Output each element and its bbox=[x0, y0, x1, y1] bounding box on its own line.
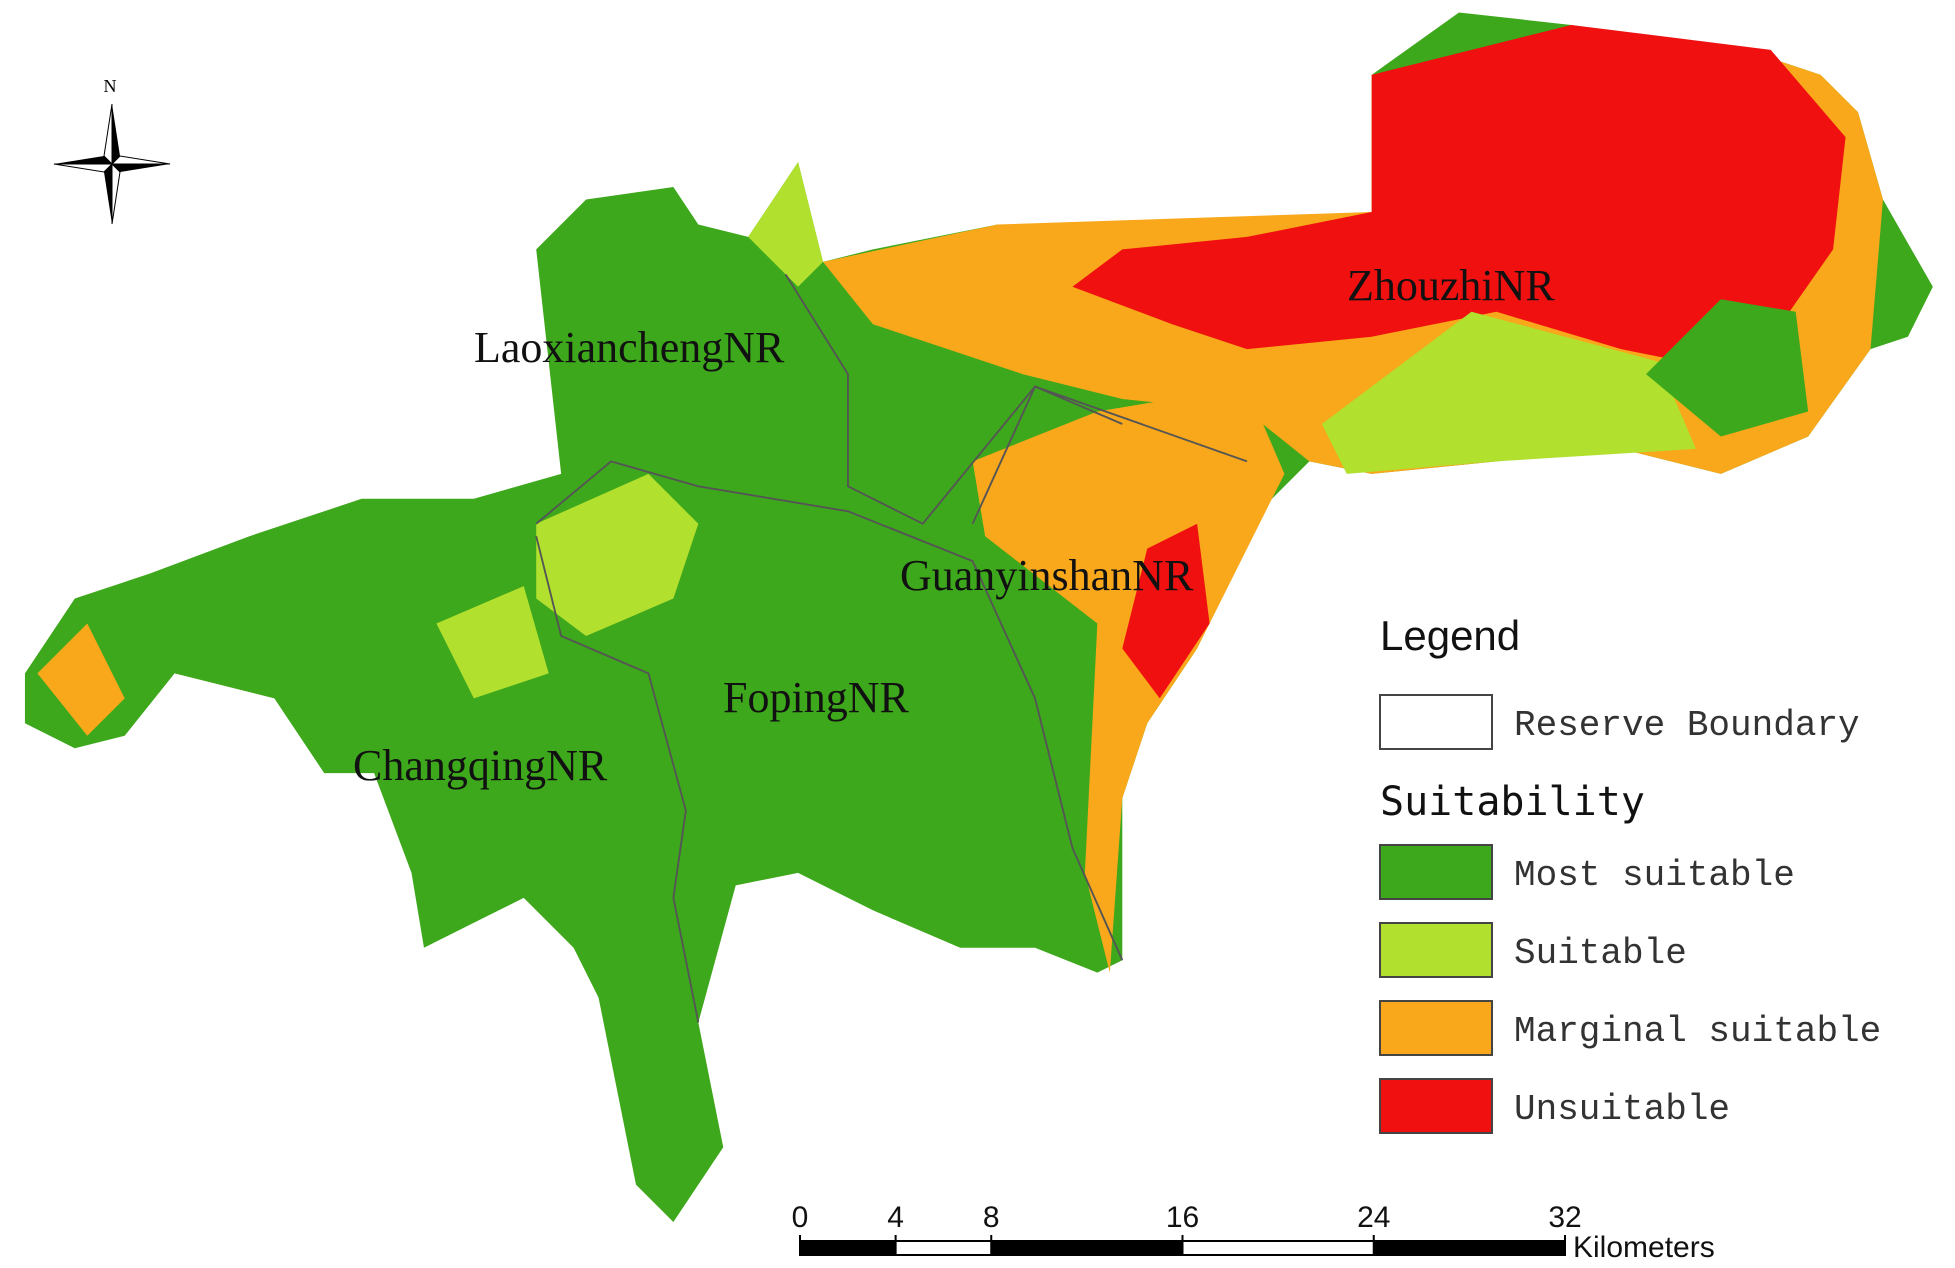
legend-label: Suitable bbox=[1514, 933, 1687, 974]
unsuitable-zone bbox=[1072, 24, 1846, 375]
reserve-label: ZhouzhiNR bbox=[1347, 261, 1555, 310]
legend-swatch bbox=[1379, 1000, 1493, 1056]
unsuitable-zone bbox=[1122, 523, 1210, 699]
arrow-part bbox=[111, 162, 121, 225]
reserve-boundary bbox=[971, 385, 1248, 525]
reserve-label: GuanyinshanNR bbox=[900, 551, 1194, 600]
legend-swatch bbox=[1379, 922, 1493, 978]
legend-swatch bbox=[1379, 1078, 1493, 1134]
legend: Legend Reserve Boundary Suitability Most… bbox=[1379, 612, 1881, 1134]
reserve-label: LaoxianchengNR bbox=[474, 323, 785, 372]
scale-tick-label: 8 bbox=[983, 1201, 1000, 1234]
legend-label: Unsuitable bbox=[1514, 1089, 1730, 1130]
legend-label: Reserve Boundary bbox=[1514, 705, 1860, 746]
reserve-boundary bbox=[784, 273, 1123, 525]
legend-swatch bbox=[1379, 694, 1493, 750]
arrow-part bbox=[54, 156, 112, 164]
legend-label: Marginal suitable bbox=[1514, 1011, 1881, 1052]
arrow-part bbox=[112, 164, 170, 172]
arrow-part bbox=[103, 103, 113, 166]
north-arrow: N bbox=[53, 76, 171, 225]
legend-label: Most suitable bbox=[1514, 855, 1795, 896]
suitable-zone bbox=[748, 162, 824, 287]
suitable-zone bbox=[1321, 311, 1696, 474]
reserve-label: FopingNR bbox=[723, 673, 909, 722]
arrow-part bbox=[110, 155, 171, 165]
reserve-boundaries bbox=[535, 273, 1248, 1023]
scale-tick-label: 16 bbox=[1166, 1201, 1199, 1234]
marginal-zone bbox=[972, 386, 1285, 973]
map-area bbox=[24, 12, 1933, 1223]
suitable-zone bbox=[436, 586, 549, 699]
scale-bar-segment bbox=[800, 1241, 896, 1255]
marginal-zone bbox=[37, 623, 125, 736]
reserve-boundary bbox=[535, 535, 700, 1023]
scale-tick-label: 0 bbox=[792, 1201, 809, 1234]
legend-title: Legend bbox=[1380, 612, 1520, 659]
scale-unit: Kilometers bbox=[1573, 1231, 1715, 1264]
arrow-part bbox=[53, 163, 114, 173]
arrow-part bbox=[104, 164, 112, 224]
scale-bar-segment bbox=[991, 1241, 1183, 1255]
scale-tick-label: 32 bbox=[1548, 1201, 1581, 1234]
legend-swatch bbox=[1379, 844, 1493, 900]
reserve-label: ChangqingNR bbox=[353, 741, 608, 790]
legend-section-title: Suitability bbox=[1380, 779, 1645, 825]
reserve-boundary bbox=[535, 460, 1124, 961]
scale-tick-label: 4 bbox=[887, 1201, 904, 1234]
suitable-zone bbox=[536, 473, 699, 636]
arrow-part bbox=[112, 104, 120, 164]
scale-bar-segment bbox=[1373, 1241, 1565, 1255]
north-label: N bbox=[104, 76, 117, 96]
scale-tick-label: 24 bbox=[1357, 1201, 1390, 1234]
